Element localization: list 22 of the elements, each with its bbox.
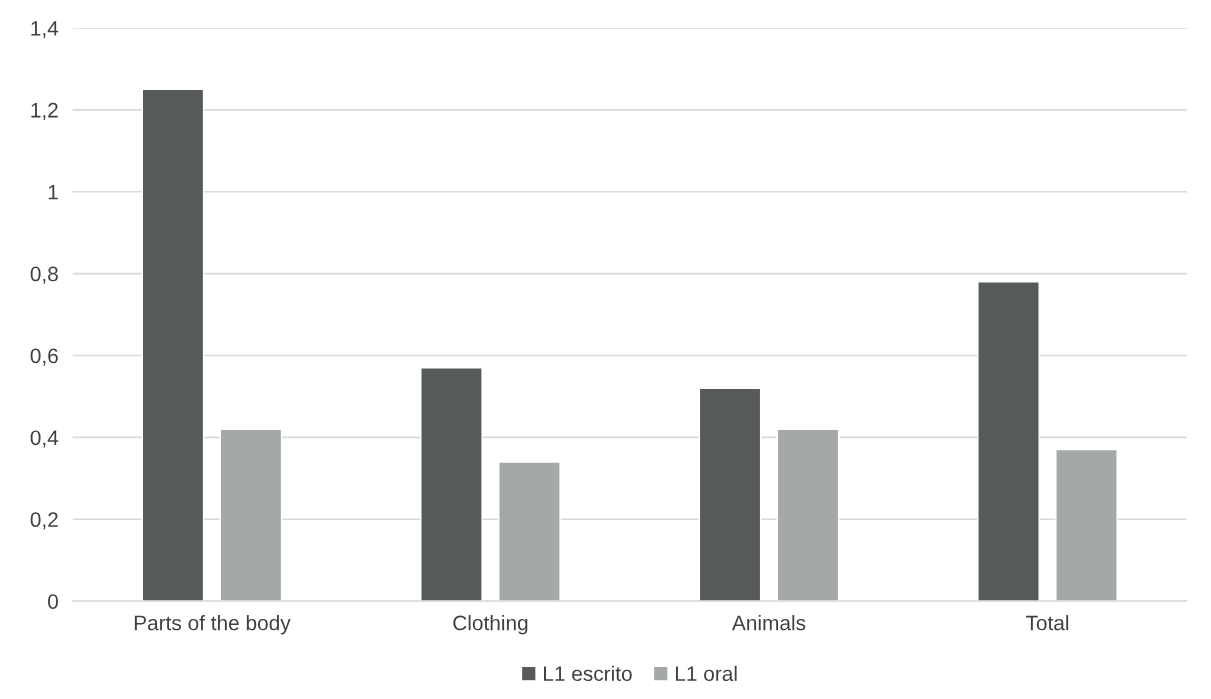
y-tick-label: 0 xyxy=(48,594,58,609)
y-tick-label: 1 xyxy=(48,184,58,200)
bar xyxy=(1055,448,1118,602)
y-tick-label: 1,2 xyxy=(31,102,58,121)
legend-label: L1 escrito xyxy=(544,665,632,682)
y-tick-label: 0,8 xyxy=(30,266,58,284)
x-tick-label: Parts of the body xyxy=(134,615,291,635)
bar xyxy=(219,428,283,602)
legend-label: L1 oral xyxy=(675,665,737,682)
y-tick-label: 0,2 xyxy=(30,512,58,530)
bar xyxy=(977,281,1040,602)
x-tick-label: Animals xyxy=(731,615,806,631)
x-tick-label: Clothing xyxy=(453,615,528,635)
bar xyxy=(498,461,561,602)
bar xyxy=(698,387,762,602)
bar xyxy=(776,428,840,602)
x-tick-label: Total xyxy=(1025,615,1069,631)
bar xyxy=(141,88,205,602)
y-tick-label: 1,4 xyxy=(31,21,59,39)
y-tick-label: 0,4 xyxy=(30,430,59,448)
bar xyxy=(420,367,483,602)
y-tick-label: 0,6 xyxy=(30,348,58,366)
